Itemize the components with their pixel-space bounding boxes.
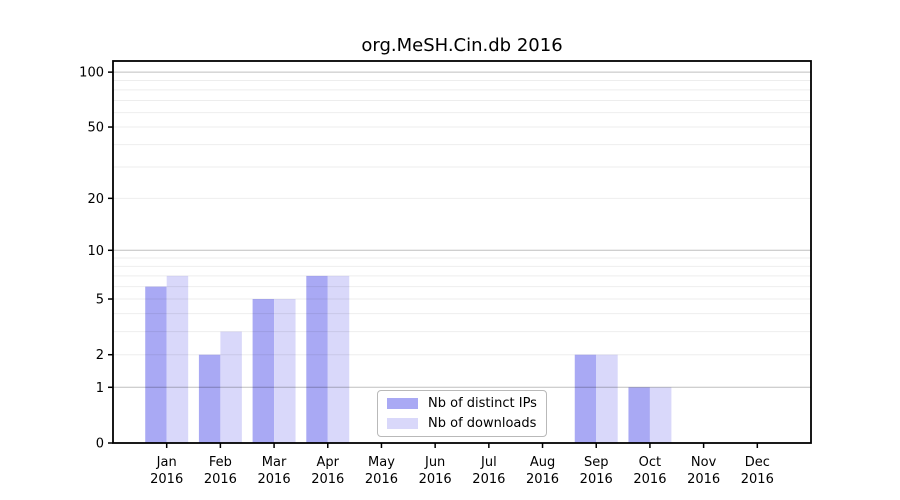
- x-tick-label-month: Jan: [156, 455, 177, 470]
- y-tick-label: 10: [87, 244, 104, 259]
- x-tick-label-year: 2016: [526, 472, 559, 487]
- x-tick-label-year: 2016: [204, 472, 237, 487]
- x-tick-label-year: 2016: [419, 472, 452, 487]
- bar-nb-of-distinct-ips-apr: [306, 275, 328, 443]
- x-tick-label-year: 2016: [472, 472, 505, 487]
- bar-nb-of-distinct-ips-jan: [145, 286, 167, 443]
- y-tick-label: 2: [96, 348, 104, 363]
- x-tick-label-month: Feb: [209, 455, 232, 470]
- x-tick-label-month: Sep: [584, 455, 609, 470]
- x-tick-label-year: 2016: [311, 472, 344, 487]
- bar-nb-of-downloads-mar: [274, 299, 296, 443]
- x-tick-label-month: Apr: [317, 455, 340, 470]
- plot-frame: [112, 60, 812, 444]
- chart-title: org.MeSH.Cin.db 2016: [361, 35, 563, 56]
- legend-item-downloads: Nb of downloads: [387, 416, 546, 431]
- bar-nb-of-downloads-apr: [327, 275, 350, 443]
- y-tick-label: 1: [96, 381, 104, 396]
- x-tick-label-month: Oct: [639, 455, 661, 470]
- bar-nb-of-distinct-ips-sep: [574, 354, 597, 443]
- x-tick-label-year: 2016: [687, 472, 720, 487]
- legend: Nb of distinct IPs Nb of downloads: [377, 390, 547, 437]
- x-tick-label-year: 2016: [633, 472, 666, 487]
- x-tick-label-month: May: [368, 455, 395, 470]
- x-tick-label-month: Nov: [691, 455, 717, 470]
- bar-nb-of-downloads-feb: [220, 331, 242, 443]
- bar-nb-of-downloads-jan: [166, 275, 189, 443]
- bar-nb-of-distinct-ips-mar: [252, 299, 275, 443]
- x-tick-label-month: Dec: [745, 455, 770, 470]
- x-tick-label-month: Jun: [424, 455, 445, 470]
- legend-label-downloads: Nb of downloads: [428, 416, 537, 431]
- bar-nb-of-distinct-ips-oct: [628, 387, 650, 443]
- x-tick-label-year: 2016: [150, 472, 183, 487]
- x-tick-label-year: 2016: [258, 472, 291, 487]
- x-tick-label-month: Mar: [262, 455, 287, 470]
- y-tick-label: 20: [87, 192, 104, 207]
- y-tick-label: 0: [96, 437, 104, 452]
- y-tick-label: 50: [87, 121, 104, 136]
- x-tick-label-month: Aug: [530, 455, 555, 470]
- y-tick-label: 100: [79, 66, 104, 81]
- bar-nb-of-downloads-oct: [649, 387, 672, 443]
- y-tick-label: 5: [96, 293, 104, 308]
- bar-nb-of-downloads-sep: [596, 354, 618, 443]
- legend-swatch-downloads: [387, 418, 418, 429]
- bar-nb-of-distinct-ips-feb: [198, 354, 221, 443]
- x-tick-label-month: Jul: [480, 455, 497, 470]
- x-tick-label-year: 2016: [741, 472, 774, 487]
- legend-item-distinct-ips: Nb of distinct IPs: [387, 396, 546, 411]
- x-tick-label-year: 2016: [580, 472, 613, 487]
- legend-swatch-distinct-ips: [387, 398, 418, 409]
- x-tick-label-year: 2016: [365, 472, 398, 487]
- legend-label-distinct-ips: Nb of distinct IPs: [428, 396, 537, 411]
